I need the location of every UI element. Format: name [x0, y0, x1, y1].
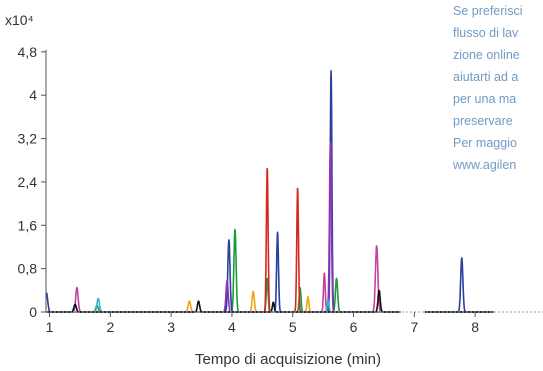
x-tick-label: 8	[471, 319, 479, 335]
overlay-line: flusso di lav	[453, 26, 519, 40]
overlay-text-block: Se preferisci flusso di lav zione online…	[453, 0, 543, 176]
x-tick-label: 7	[410, 319, 418, 335]
y-tick-label: 0,8	[18, 261, 38, 277]
x-tick-label: 2	[106, 319, 114, 335]
series-trace	[46, 245, 401, 313]
y-multiplier-label: x10⁴	[5, 12, 34, 28]
series-trace	[46, 141, 401, 313]
series-trace	[424, 257, 494, 313]
overlay-line: aiutarti ad a	[453, 70, 519, 84]
y-tick-label: 4,8	[18, 44, 38, 60]
series-trace	[46, 289, 401, 313]
x-tick-label: 4	[228, 319, 236, 335]
overlay-line: Per maggio	[453, 136, 517, 150]
y-tick-label: 2,4	[18, 174, 38, 190]
overlay-line: per una ma	[453, 92, 517, 106]
x-tick-label: 5	[289, 319, 297, 335]
y-tick-label: 1,6	[18, 217, 38, 233]
x-tick-label: 3	[167, 319, 175, 335]
y-tick-label: 3,2	[18, 131, 38, 147]
x-tick-label: 6	[350, 319, 358, 335]
series-trace	[46, 70, 401, 313]
overlay-line: preservare	[453, 114, 513, 128]
overlay-line: www.agilen	[453, 158, 517, 172]
y-tick-label: 0	[29, 304, 37, 320]
x-axis-title: Tempo di acquisizione (min)	[195, 351, 381, 368]
series-trace	[46, 228, 401, 313]
series-trace	[46, 168, 401, 313]
overlay-line: zione online	[453, 48, 520, 62]
overlay-line: Se preferisci	[453, 4, 523, 18]
y-tick-label: 4	[29, 87, 37, 103]
x-tick-label: 1	[46, 319, 54, 335]
